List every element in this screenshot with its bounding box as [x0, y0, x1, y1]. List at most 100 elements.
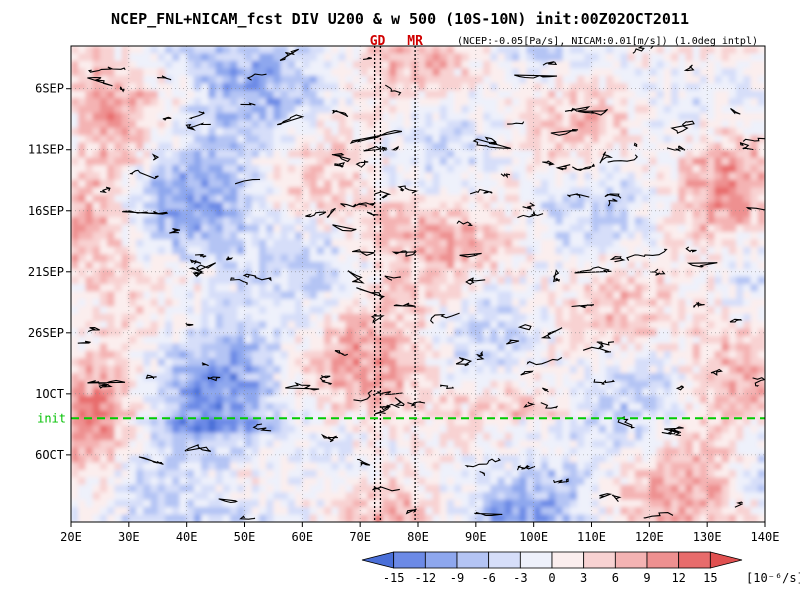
field-cell — [360, 150, 369, 159]
field-cell — [273, 75, 282, 85]
field-cell — [128, 298, 137, 308]
field-cell — [381, 284, 391, 293]
field-cell — [259, 75, 268, 85]
field-cell — [671, 60, 680, 70]
field-cell — [569, 157, 578, 166]
field-cell — [273, 403, 282, 412]
field-cell — [591, 68, 600, 77]
field-cell — [634, 120, 644, 129]
field-cell — [454, 187, 463, 196]
field-cell — [577, 321, 586, 330]
field-cell — [432, 83, 441, 92]
field-cell — [295, 202, 304, 211]
field-cell — [331, 202, 340, 211]
field-cell — [461, 321, 470, 330]
field-cell — [757, 306, 765, 315]
field-cell — [374, 373, 383, 382]
field-cell — [230, 165, 239, 174]
field-cell — [468, 358, 477, 367]
field-cell — [287, 350, 297, 360]
field-cell — [208, 202, 217, 211]
field-cell — [577, 380, 586, 390]
field-cell — [295, 179, 304, 189]
field-cell — [627, 291, 636, 300]
field-cell — [613, 298, 622, 308]
field-cell — [150, 60, 159, 70]
field-cell — [287, 321, 297, 330]
field-cell — [251, 306, 260, 315]
field-cell — [280, 373, 289, 382]
field-cell — [439, 187, 448, 196]
field-cell — [685, 239, 694, 248]
field-cell — [504, 284, 513, 293]
field-cell — [215, 425, 224, 434]
field-cell — [287, 187, 297, 196]
field-cell — [201, 350, 210, 360]
field-cell — [439, 388, 448, 397]
field-cell — [678, 298, 687, 308]
field-cell — [85, 46, 94, 55]
field-cell — [663, 209, 672, 218]
field-cell — [287, 254, 297, 263]
field-cell — [237, 202, 246, 211]
field-cell — [208, 358, 217, 367]
field-cell — [649, 336, 658, 345]
field-cell — [736, 410, 745, 419]
field-cell — [237, 60, 246, 70]
field-cell — [208, 112, 217, 122]
field-cell — [121, 75, 130, 85]
field-cell — [345, 261, 354, 271]
field-cell — [165, 373, 174, 382]
field-cell — [562, 179, 571, 189]
field-cell — [324, 165, 333, 174]
field-cell — [446, 68, 456, 77]
field-cell — [504, 172, 513, 181]
field-cell — [230, 83, 239, 92]
field-cell — [352, 246, 362, 256]
field-cell — [714, 202, 723, 211]
field-cell — [483, 179, 492, 189]
field-cell — [172, 165, 181, 174]
field-cell — [468, 343, 477, 352]
field-cell — [121, 142, 130, 152]
field-cell — [721, 224, 730, 233]
field-cell — [591, 172, 600, 181]
field-cell — [367, 403, 376, 412]
field-cell — [497, 417, 506, 427]
field-cell — [201, 291, 210, 300]
field-cell — [128, 373, 137, 382]
field-cell — [743, 105, 752, 114]
field-cell — [497, 403, 506, 412]
field-cell — [128, 388, 137, 397]
field-cell — [490, 46, 499, 55]
field-cell — [331, 224, 340, 233]
field-cell — [266, 46, 275, 55]
field-cell — [620, 105, 629, 114]
field-cell — [699, 403, 709, 412]
field-cell — [425, 217, 434, 226]
field-cell — [244, 75, 253, 85]
field-cell — [316, 120, 325, 129]
field-cell — [107, 68, 116, 77]
field-cell — [743, 179, 752, 189]
field-cell — [85, 150, 94, 159]
field-cell — [483, 373, 492, 382]
field-cell — [475, 365, 484, 375]
field-cell — [403, 127, 412, 137]
field-cell — [295, 83, 304, 92]
field-cell — [736, 179, 745, 189]
field-cell — [526, 179, 535, 189]
field-cell — [186, 187, 195, 196]
field-cell — [728, 358, 738, 367]
field-cell — [504, 209, 513, 218]
field-cell — [92, 291, 101, 300]
field-cell — [193, 105, 203, 114]
field-cell — [750, 224, 759, 233]
field-cell — [714, 112, 723, 122]
field-cell — [432, 202, 441, 211]
field-cell — [504, 224, 513, 233]
field-cell — [634, 194, 644, 204]
field-cell — [663, 343, 672, 352]
field-cell — [584, 90, 593, 99]
field-cell — [208, 105, 217, 114]
